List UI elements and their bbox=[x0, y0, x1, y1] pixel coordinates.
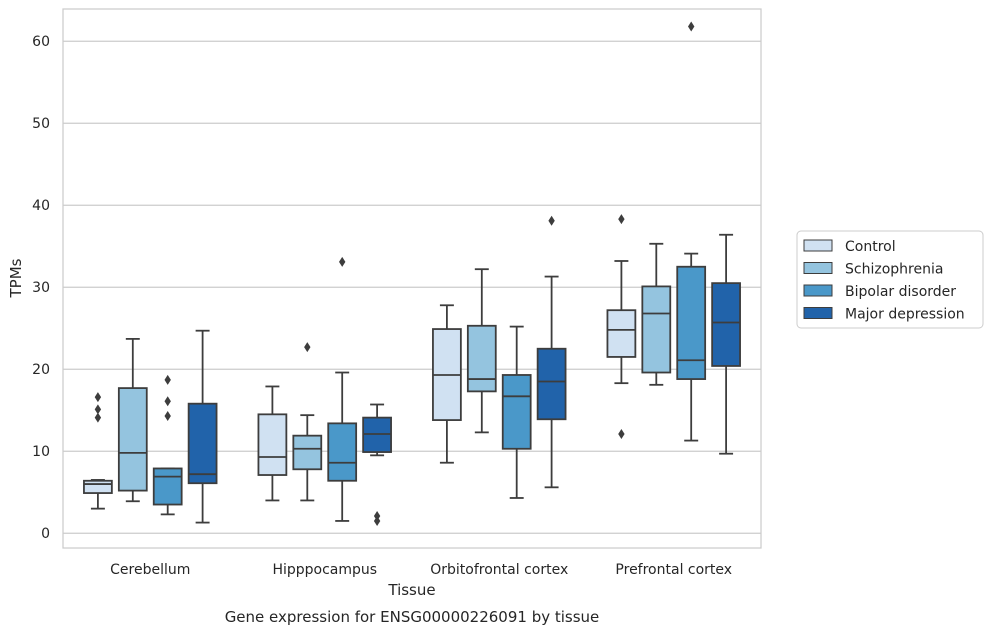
y-tick-label-50: 50 bbox=[32, 116, 50, 132]
y-tick-label-40: 40 bbox=[32, 198, 50, 214]
outlier-point bbox=[304, 342, 311, 353]
legend-swatch bbox=[803, 284, 833, 297]
box-prefrontal-cortex-control bbox=[606, 214, 637, 440]
box-body bbox=[466, 324, 497, 393]
x-axis-label: Tissue bbox=[387, 581, 435, 599]
box-hipppocampus-control bbox=[257, 385, 288, 502]
box-body bbox=[606, 309, 637, 358]
box-prefrontal-cortex-bipolar-disorder bbox=[676, 21, 707, 442]
box-body bbox=[187, 402, 218, 485]
y-tick-label-60: 60 bbox=[32, 34, 50, 50]
legend: Control Schizophrenia Bipolar disorder Majo… bbox=[796, 230, 984, 329]
box-cerebellum-major-depression bbox=[187, 329, 218, 524]
box-body bbox=[117, 387, 148, 492]
legend-swatch bbox=[803, 262, 833, 274]
legend-item-control: Control bbox=[803, 239, 896, 255]
outlier-point bbox=[373, 511, 381, 522]
box-body bbox=[501, 374, 532, 450]
outlier-point bbox=[94, 392, 102, 403]
outlier-point bbox=[164, 396, 171, 407]
box-body bbox=[641, 285, 672, 374]
box-prefrontal-cortex-major-depression bbox=[711, 233, 741, 455]
legend-label: Major depression bbox=[845, 307, 965, 323]
box-plot-marks bbox=[83, 21, 741, 526]
box-hipppocampus-schizophrenia bbox=[292, 342, 323, 502]
x-tick-label-cerebellum: Cerebellum bbox=[110, 562, 190, 578]
box-orbitofrontal-cortex-schizophrenia bbox=[466, 268, 497, 434]
legend-label: Bipolar disorder bbox=[845, 284, 956, 300]
x-tick-labels: Cerebellum Hipppocampus Orbitofrontal cort… bbox=[110, 562, 732, 578]
outlier-point bbox=[339, 256, 346, 267]
outlier-point bbox=[688, 21, 695, 32]
outlier-point bbox=[94, 404, 102, 415]
box-body bbox=[83, 479, 113, 494]
box-orbitofrontal-cortex-control bbox=[432, 304, 462, 464]
legend-label: Schizophrenia bbox=[845, 262, 943, 278]
legend-item-schizophrenia: Schizophrenia bbox=[803, 262, 943, 278]
outlier-point bbox=[548, 215, 555, 226]
box-cerebellum-bipolar-disorder bbox=[152, 374, 183, 516]
outlier-point bbox=[164, 374, 171, 385]
legend-swatch bbox=[803, 307, 833, 319]
outlier-point bbox=[164, 410, 171, 421]
y-gridlines bbox=[63, 40, 761, 534]
legend-label: Control bbox=[845, 239, 896, 255]
box-prefrontal-cortex-schizophrenia bbox=[641, 242, 672, 386]
box-body bbox=[536, 347, 567, 421]
legend-item-bipolar-disorder: Bipolar disorder bbox=[803, 284, 956, 300]
box-orbitofrontal-cortex-bipolar-disorder bbox=[501, 325, 532, 499]
y-tick-labels: 0 10 20 30 40 50 60 bbox=[32, 34, 50, 542]
box-body bbox=[676, 265, 707, 380]
y-tick-label-10: 10 bbox=[32, 444, 50, 460]
legend-swatch bbox=[803, 239, 833, 252]
outlier-point bbox=[94, 412, 102, 423]
y-tick-label-30: 30 bbox=[32, 280, 50, 296]
legend-frame bbox=[796, 230, 984, 329]
box-cerebellum-control bbox=[83, 392, 113, 510]
box-body bbox=[257, 413, 288, 476]
chart-caption: Gene expression for ENSG00000226091 by t… bbox=[225, 608, 600, 626]
x-tick-label-orbitofrontal-cortex: Orbitofrontal cortex bbox=[430, 562, 568, 578]
box-body bbox=[152, 467, 183, 506]
box-body bbox=[327, 422, 358, 482]
box-body bbox=[292, 434, 323, 471]
outlier-point bbox=[618, 214, 625, 225]
box-body bbox=[711, 282, 741, 367]
plot-frame bbox=[62, 8, 762, 549]
legend-item-major-depression: Major depression bbox=[803, 307, 965, 323]
x-tick-label-prefrontal-cortex: Prefrontal cortex bbox=[615, 562, 732, 578]
box-orbitofrontal-cortex-major-depression bbox=[536, 215, 567, 489]
outlier-point bbox=[618, 429, 625, 440]
box-hipppocampus-bipolar-disorder bbox=[327, 256, 358, 522]
x-tick-label-hipppocampus: Hipppocampus bbox=[272, 562, 377, 578]
y-tick-label-20: 20 bbox=[32, 362, 50, 378]
box-hipppocampus-major-depression bbox=[362, 403, 392, 526]
y-tick-label-0: 0 bbox=[41, 526, 50, 542]
y-axis-label: TPMs bbox=[7, 258, 25, 298]
box-cerebellum-schizophrenia bbox=[117, 337, 148, 503]
